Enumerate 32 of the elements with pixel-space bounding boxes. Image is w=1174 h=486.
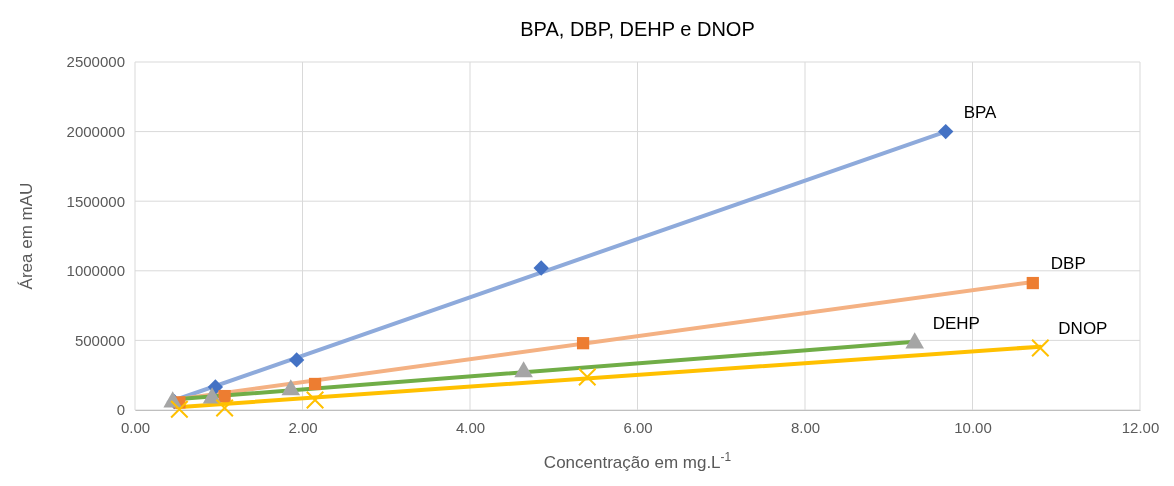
point	[308, 377, 322, 391]
x-tick-label: 10.00	[954, 418, 992, 436]
y-tick-label: 1000000	[66, 262, 125, 280]
series-label: DBP	[1050, 254, 1086, 274]
point	[577, 367, 597, 387]
point	[533, 260, 549, 276]
x-tick-label: 6.00	[623, 418, 653, 436]
point	[288, 352, 305, 368]
point	[576, 337, 590, 350]
point	[938, 123, 954, 140]
x-tick-label: 4.00	[455, 418, 486, 436]
y-tick-label: 0	[116, 401, 125, 419]
x-tick-label: 0.00	[120, 418, 151, 436]
y-tick-label: 2000000	[66, 122, 125, 140]
chart-title: BPA, DBP, DEHP e DNOP	[520, 18, 755, 40]
x-axis-title: Concentração em mg.L$^{-1}$	[543, 450, 732, 472]
x-tick-label: 2.00	[288, 418, 318, 436]
point	[1026, 276, 1039, 290]
point	[218, 389, 231, 403]
y-tick-label: 1500000	[66, 192, 125, 210]
point	[305, 390, 325, 410]
y-tick-label: 2500000	[66, 53, 125, 71]
series-label: BPA	[963, 102, 998, 122]
point	[215, 398, 234, 418]
x-tick-label: 8.00	[790, 418, 821, 436]
y-axis-title: Área em mAU	[17, 182, 36, 290]
y-tick-label: 500000	[74, 331, 125, 349]
point	[170, 400, 189, 419]
series-label: DEHP	[932, 314, 980, 334]
point	[1031, 338, 1050, 358]
series-label: DNOP	[1058, 319, 1108, 339]
x-tick-label: 12.00	[1121, 418, 1160, 436]
